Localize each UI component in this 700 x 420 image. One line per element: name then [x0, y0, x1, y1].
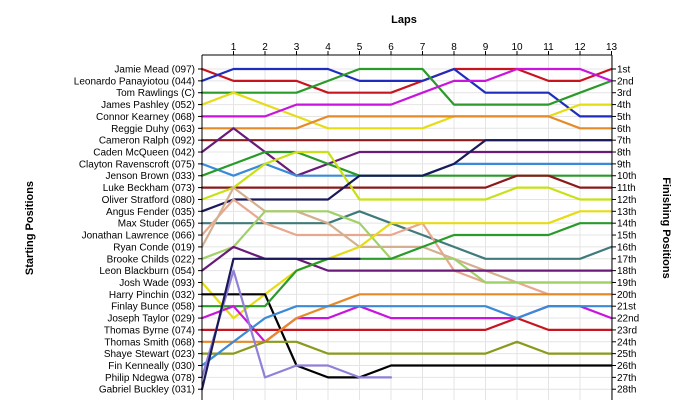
starting-label: Brooke Childs (022) — [107, 254, 195, 265]
series-line — [200, 67, 613, 106]
series-line — [200, 127, 613, 177]
series-line — [200, 139, 613, 213]
x-tick-label: 7 — [420, 42, 426, 53]
starting-label: Angus Fender (035) — [106, 207, 195, 218]
starting-label: Reggie Duhy (063) — [111, 124, 195, 135]
finishing-label: 14th — [617, 219, 636, 230]
series-line — [200, 317, 613, 331]
starting-label: Jamie Mead (097) — [114, 65, 195, 76]
finishing-label: 20th — [617, 290, 636, 301]
starting-label: Jonathan Lawrence (066) — [82, 231, 195, 242]
series-line — [200, 174, 613, 189]
starting-label: Leonardo Panayiotou (044) — [74, 76, 195, 87]
finishing-label: 16th — [617, 242, 636, 253]
starting-label: Max Studer (065) — [118, 219, 195, 230]
starting-label: Joseph Taylor (029) — [107, 314, 195, 325]
series-line — [200, 198, 613, 296]
finishing-label: 19th — [617, 278, 636, 289]
x-tick-label: 11 — [543, 42, 554, 53]
starting-label: Connor Kearney (068) — [96, 112, 195, 123]
finishing-label: 7th — [617, 136, 631, 147]
series-line — [200, 257, 361, 391]
finishing-label: 4th — [617, 100, 631, 111]
finishing-label: 25th — [617, 349, 636, 360]
starting-label: Fin Kenneally (030) — [108, 361, 195, 372]
starting-label: Josh Wade (093) — [119, 278, 195, 289]
chart-title: Laps — [391, 14, 417, 26]
finishing-label: 27th — [617, 373, 636, 384]
finishing-label: 1st — [617, 65, 631, 76]
finishing-label: 2nd — [617, 76, 634, 87]
finishing-label: 3rd — [617, 88, 631, 99]
series-line — [200, 222, 613, 308]
starting-label: Ryan Conde (019) — [113, 242, 195, 253]
starting-label: Cameron Ralph (092) — [99, 136, 195, 147]
finishing-label: 6th — [617, 124, 631, 135]
finishing-label: 24th — [617, 337, 636, 348]
x-tick-label: 13 — [606, 42, 618, 53]
finishing-label: 9th — [617, 159, 631, 170]
x-tick-label: 3 — [294, 42, 300, 53]
series-line — [200, 150, 613, 201]
x-tick-label: 4 — [325, 42, 331, 53]
series-line — [200, 340, 613, 355]
x-tick-label: 5 — [357, 42, 363, 53]
x-tick-label: 9 — [483, 42, 489, 53]
starting-label: Oliver Stratford (080) — [102, 195, 195, 206]
series-line — [200, 115, 613, 130]
finishing-label: 18th — [617, 266, 636, 277]
starting-label: James Pashley (052) — [101, 100, 195, 111]
starting-label: Shaye Stewart (023) — [104, 349, 195, 360]
finishing-label: 13th — [617, 207, 636, 218]
starting-label: Tom Rawlings (C) — [116, 88, 195, 99]
starting-label: Jenson Brown (033) — [106, 171, 196, 182]
x-tick-label: 1 — [231, 42, 237, 53]
finishing-label: 26th — [617, 361, 636, 372]
finishing-label: 8th — [617, 148, 631, 159]
x-tick-label: 2 — [262, 42, 268, 53]
starting-label: Caden McQueen (042) — [93, 148, 195, 159]
finishing-label: 5th — [617, 112, 631, 123]
starting-label: Harry Pinchin (032) — [109, 290, 195, 301]
grid — [202, 55, 612, 400]
series-line — [200, 67, 613, 94]
starting-label: Thomas Byrne (074) — [104, 325, 195, 336]
series-line — [200, 210, 613, 284]
series-line — [200, 269, 393, 379]
x-tick-label: 8 — [451, 42, 457, 53]
x-tick-label: 12 — [574, 42, 586, 53]
finishing-label: 11th — [617, 183, 636, 194]
series-line — [200, 305, 613, 367]
finishing-label: 21st — [617, 302, 636, 313]
starting-label: Thomas Smith (068) — [104, 337, 195, 348]
series-line — [200, 293, 613, 379]
finishing-label: 12th — [617, 195, 636, 206]
starting-label: Clayton Ravenscroft (075) — [79, 159, 195, 170]
finishing-label: 23rd — [617, 325, 637, 336]
starting-label: Gabriel Buckley (031) — [99, 385, 195, 396]
starting-label: Philip Ndegwa (078) — [105, 373, 195, 384]
finishing-label: 17th — [617, 254, 636, 265]
finishing-label: 10th — [617, 171, 636, 182]
series-line — [200, 210, 613, 320]
series-line — [200, 293, 613, 343]
series-lines — [200, 67, 613, 391]
series-line — [200, 305, 613, 343]
finishing-label: 15th — [617, 231, 636, 242]
finishing-label: 22nd — [617, 314, 639, 325]
finishing-label: 28th — [617, 385, 636, 396]
x-tick-label: 6 — [388, 42, 394, 53]
series-line — [200, 67, 613, 118]
y-axis-label-left: Starting Positions — [24, 181, 36, 275]
starting-label: Leon Blackburn (054) — [99, 266, 195, 277]
starting-label: Finlay Bunce (058) — [111, 302, 195, 313]
x-tick-label: 10 — [511, 42, 523, 53]
y-axis-label-right: Finishing Positions — [660, 177, 672, 278]
starting-label: Luke Beckham (073) — [103, 183, 195, 194]
series-line — [200, 67, 613, 118]
